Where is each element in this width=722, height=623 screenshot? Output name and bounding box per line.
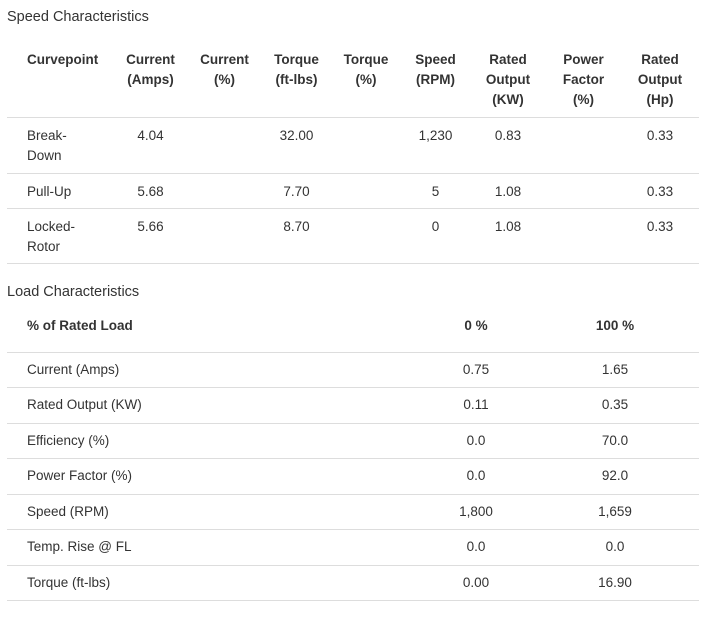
speed-header-row: Curvepoint Current (Amps) Current (%) Torq… [7,50,699,118]
table-cell: 92.0 [601,468,629,484]
table-cell: 1,659 [598,503,632,519]
column-header: Power Factor (%) [562,52,605,107]
row-label: Power Factor (%) [27,468,133,484]
column-header: Rated Output (KW) [485,52,531,107]
table-cell [187,118,262,174]
row-divider [7,423,699,424]
table-row: Locked- Rotor 5.66 8.70 0 1.08 0.33 [7,209,699,264]
row-divider [7,263,699,264]
table-cell: 7.70 [283,184,310,199]
column-header: Current (%) [200,52,249,87]
table-cell [187,174,262,209]
column-header: Curvepoint [27,52,99,67]
row-divider [7,494,699,495]
table-cell [187,209,262,264]
table-cell: 0.0 [466,468,486,484]
table-row: Speed (RPM) 1,800 1,659 [7,494,699,530]
column-header: % of Rated Load [27,318,133,333]
table-cell: 70.0 [601,432,629,448]
table-cell: 0.83 [494,128,522,143]
table-cell [331,174,401,209]
table-cell: 0.75 [462,361,490,377]
row-divider [7,173,699,174]
table-row: Current (Amps) 0.75 1.65 [7,352,699,388]
table-cell: 0.11 [463,397,489,413]
row-divider [7,458,699,459]
table-cell: 1,230 [418,128,453,143]
table-cell: 16.90 [598,574,632,590]
table-cell: 0.0 [466,432,486,448]
table-row: Pull-Up 5.68 7.70 5 1.08 0.33 [7,174,699,209]
row-label: Efficiency (%) [27,432,110,448]
row-label: Pull-Up [27,184,72,199]
row-label: Torque (ft-lbs) [27,574,111,590]
table-row: Rated Output (KW) 0.11 0.35 [7,388,699,424]
column-header: 100 % [595,318,635,333]
table-cell: 1.65 [601,361,629,377]
table-cell: 0.0 [605,539,625,555]
row-label: Current (Amps) [27,361,120,377]
table-cell: 5 [431,184,440,199]
row-divider [7,117,699,118]
table-cell: 5.68 [137,184,164,199]
column-header: Current (Amps) [126,52,175,87]
row-divider [7,600,699,601]
row-divider [7,352,699,353]
table-cell: 0.00 [462,574,490,590]
table-cell [331,209,401,264]
table-cell: 32.00 [279,128,314,143]
column-header: Speed (RPM) [415,52,456,87]
table-cell: 1.08 [494,219,522,234]
table-cell: 0.33 [646,184,674,199]
table-cell: 0.0 [466,539,486,555]
column-header: 0 % [464,318,488,333]
row-label: Speed (RPM) [27,503,109,519]
column-header: Torque (ft-lbs) [274,52,319,87]
table-row: Torque (ft-lbs) 0.00 16.90 [7,565,699,601]
table-cell: 1,800 [459,503,493,519]
row-divider [7,208,699,209]
table-cell: 0.33 [646,219,674,234]
table-row: Temp. Rise @ FL 0.0 0.0 [7,530,699,566]
table-cell: 5.66 [137,219,164,234]
row-label: Break- Down [27,128,67,163]
table-row: Efficiency (%) 0.0 70.0 [7,423,699,459]
table-row: Power Factor (%) 0.0 92.0 [7,459,699,495]
table-cell [331,118,401,174]
table-cell: 0 [431,219,440,234]
column-header: Rated Output (Hp) [637,52,683,107]
row-label: Locked- Rotor [27,219,76,254]
table-row: Break- Down 4.04 32.00 1,230 0.83 0.33 [7,118,699,174]
row-divider [7,387,699,388]
row-label: Rated Output (KW) [27,397,142,413]
row-divider [7,529,699,530]
load-section-title: Load Characteristics [7,284,140,300]
table-cell: 0.33 [646,128,674,143]
table-cell: 8.70 [283,219,310,234]
row-divider [7,565,699,566]
table-cell: 0.35 [601,397,629,413]
table-cell [546,118,621,174]
load-characteristics-table: % of Rated Load 0 % 100 % Current (Amps)… [7,316,699,601]
table-cell [546,174,621,209]
speed-section-title: Speed Characteristics [7,9,149,25]
table-cell: 4.04 [137,128,164,143]
table-cell: 1.08 [494,184,522,199]
row-label: Temp. Rise @ FL [27,539,132,555]
load-header-row: % of Rated Load 0 % 100 % [7,316,699,352]
table-cell [546,209,621,264]
speed-characteristics-table: Curvepoint Current (Amps) Current (%) Torq… [7,50,699,264]
column-header: Torque (%) [343,52,389,87]
